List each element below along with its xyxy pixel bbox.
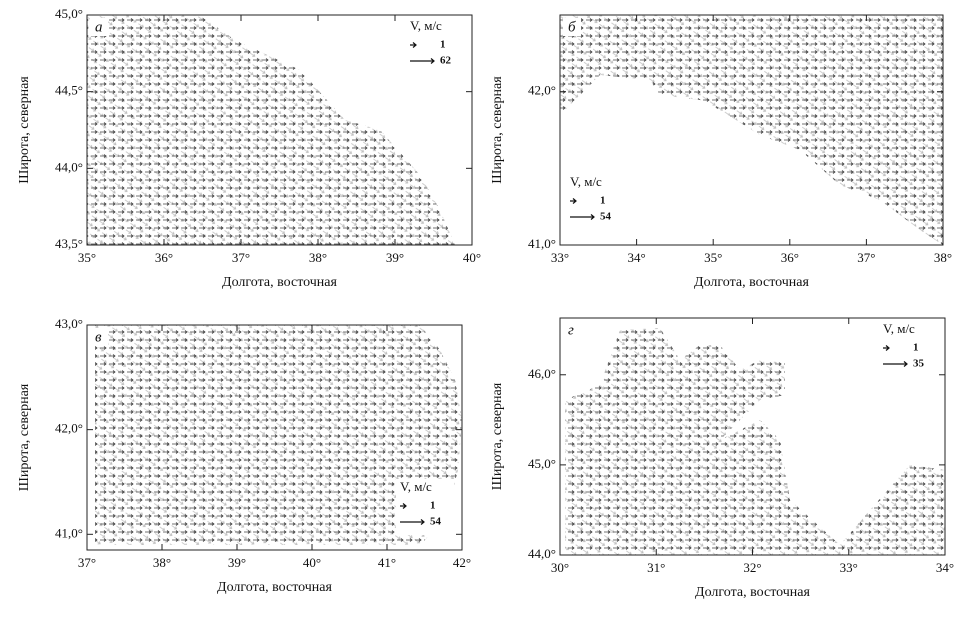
plot-frame xyxy=(86,14,473,246)
legend-value: 54 xyxy=(600,211,612,223)
y-tick-label: 43,0° xyxy=(55,316,83,331)
x-tick-label: 34° xyxy=(936,560,954,575)
legend-arrow xyxy=(410,42,417,48)
legend-arrow xyxy=(883,361,908,367)
y-tick-label: 44,0° xyxy=(528,546,556,561)
legend-title: V, м/с xyxy=(410,18,442,33)
x-tick-label: 31° xyxy=(647,560,665,575)
panel-label: а xyxy=(95,19,103,35)
x-axis-title: Долгота, восточная xyxy=(222,275,337,290)
legend-value: 62 xyxy=(440,55,452,67)
x-tick-label: 37° xyxy=(78,555,96,570)
plot-frame xyxy=(559,14,944,246)
x-tick-label: 40° xyxy=(303,555,321,570)
x-tick-label: 37° xyxy=(857,250,875,265)
x-tick-label: 36° xyxy=(781,250,799,265)
panel-label-bg xyxy=(90,18,108,36)
x-tick-label: 41° xyxy=(378,555,396,570)
y-tick-label: 45,0° xyxy=(528,456,556,471)
legend-value: 1 xyxy=(430,500,436,512)
y-tick-label: 41,0° xyxy=(55,525,83,540)
legend-title: V, м/с xyxy=(570,174,602,189)
x-tick-label: 39° xyxy=(228,555,246,570)
y-axis-title: Широта, северная xyxy=(17,76,32,184)
x-tick-label: 39° xyxy=(386,250,404,265)
y-tick-label: 44,0° xyxy=(55,159,83,174)
legend-value: 54 xyxy=(430,516,442,528)
x-tick-label: 35° xyxy=(704,250,722,265)
panel-label-bg xyxy=(563,18,581,36)
x-axis-title: Долгота, восточная xyxy=(217,580,332,595)
x-tick-label: 42° xyxy=(453,555,471,570)
y-tick-label: 44,5° xyxy=(55,83,83,98)
y-tick-label: 45,0° xyxy=(55,6,83,21)
legend-arrow xyxy=(400,503,407,509)
legend-arrow xyxy=(400,519,425,525)
legend-value: 1 xyxy=(600,195,606,207)
x-tick-label: 34° xyxy=(627,250,645,265)
legend-arrow xyxy=(570,198,577,204)
y-axis-title: Широта, северная xyxy=(490,382,505,490)
x-tick-label: 33° xyxy=(551,250,569,265)
x-axis-title: Долгота, восточная xyxy=(694,275,809,290)
x-axis-title: Долгота, восточная xyxy=(695,585,810,600)
x-tick-label: 35° xyxy=(78,250,96,265)
x-tick-label: 36° xyxy=(155,250,173,265)
panel-label-bg xyxy=(563,321,581,339)
y-tick-label: 41,0° xyxy=(528,236,556,251)
y-axis-title: Широта, северная xyxy=(490,76,505,184)
legend-arrow xyxy=(410,58,435,64)
y-tick-label: 42,0° xyxy=(55,421,83,436)
legend-title: V, м/с xyxy=(883,321,915,336)
x-tick-label: 33° xyxy=(840,560,858,575)
legend-title: V, м/с xyxy=(400,479,432,494)
x-tick-label: 38° xyxy=(153,555,171,570)
legend-value: 35 xyxy=(913,358,925,370)
y-tick-label: 43,5° xyxy=(55,236,83,251)
y-tick-label: 42,0° xyxy=(528,83,556,98)
panel-label: б xyxy=(568,19,576,35)
panel-label: в xyxy=(95,329,102,345)
y-tick-label: 46,0° xyxy=(528,366,556,381)
plot-frame xyxy=(86,324,463,551)
legend-arrow xyxy=(883,345,890,351)
x-tick-label: 37° xyxy=(232,250,250,265)
x-tick-label: 40° xyxy=(463,250,481,265)
panel-label-bg xyxy=(90,328,108,346)
x-tick-label: 32° xyxy=(743,560,761,575)
panel-label: г xyxy=(568,322,574,338)
x-tick-label: 30° xyxy=(551,560,569,575)
legend-value: 1 xyxy=(440,39,446,51)
legend-arrow xyxy=(570,214,595,220)
x-tick-label: 38° xyxy=(309,250,327,265)
vector-field xyxy=(87,15,945,555)
legend-value: 1 xyxy=(913,342,919,354)
y-axis-title: Широта, северная xyxy=(17,383,32,491)
x-tick-label: 38° xyxy=(934,250,952,265)
